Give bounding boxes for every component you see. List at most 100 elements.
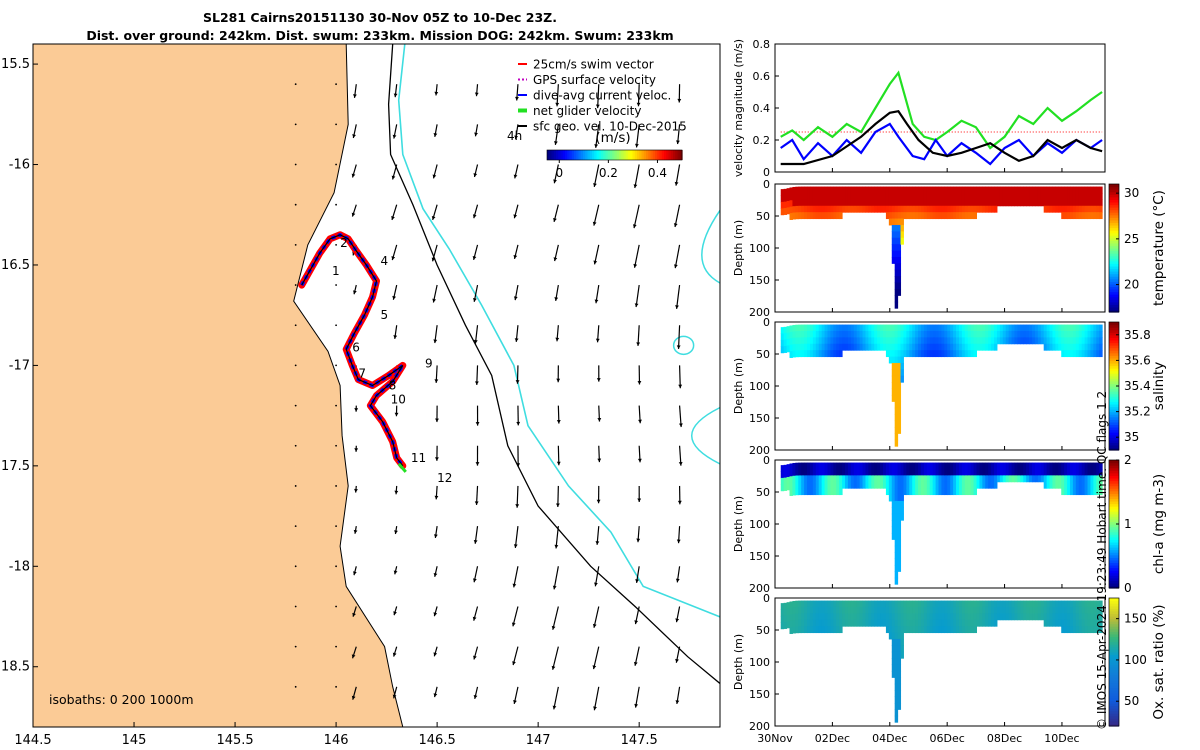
- section-cell: [891, 330, 896, 338]
- section-cell: [891, 626, 896, 634]
- section-cell: [1078, 350, 1083, 358]
- section-cell: [1061, 330, 1065, 338]
- section-cell: [821, 199, 826, 207]
- section-cell: [1043, 192, 1048, 200]
- track-label: 8: [389, 379, 397, 393]
- section-cell: [894, 532, 899, 540]
- geo-arrow-dot: [294, 83, 297, 86]
- section-cell: [935, 626, 940, 634]
- section-cell: [833, 475, 837, 483]
- section-cell: [947, 626, 951, 634]
- geo-arrow: [633, 646, 640, 666]
- section-cell: [920, 192, 925, 200]
- section-cell: [1052, 462, 1056, 470]
- geo-arrow: [596, 365, 601, 382]
- section-cell: [1037, 606, 1042, 614]
- section-cell: [1049, 481, 1053, 489]
- velocity-series: [780, 109, 1103, 166]
- section-cell: [903, 475, 907, 483]
- geo-arrow: [595, 84, 600, 109]
- section-cell: [923, 626, 928, 634]
- section-cell: [830, 186, 834, 194]
- section-cell: [912, 186, 916, 194]
- section-cell: [780, 346, 785, 354]
- section-cell: [1008, 475, 1013, 483]
- section-cell: [967, 606, 972, 614]
- section-cell: [1069, 613, 1074, 621]
- geo-arrow: [352, 606, 357, 617]
- section-cell: [1020, 613, 1024, 621]
- geo-arrow: [433, 325, 438, 344]
- section-cell: [1087, 324, 1091, 332]
- section-cell: [1014, 606, 1018, 614]
- section-cell: [991, 337, 995, 345]
- section-cell: [1043, 199, 1048, 207]
- geo-arrow: [351, 164, 357, 178]
- geo-arrow: [675, 606, 681, 623]
- section-cell: [795, 475, 799, 483]
- section-cell: [812, 475, 817, 483]
- section-cell: [880, 330, 884, 338]
- section-cell: [958, 199, 963, 207]
- section-cell: [891, 192, 896, 200]
- geo-arrow: [634, 284, 640, 308]
- section-cell: [824, 205, 828, 213]
- section-cell: [1078, 199, 1083, 207]
- section-cell: [900, 488, 904, 496]
- section-cell: [1090, 199, 1094, 207]
- legend-label: dive-avg current veloc.: [533, 89, 671, 103]
- section-cell: [920, 613, 925, 621]
- section-cell: [862, 613, 866, 621]
- land-coastline: [33, 44, 404, 727]
- section-ytick: 150: [749, 274, 770, 287]
- geo-arrow: [514, 325, 519, 342]
- section-cell: [929, 212, 934, 220]
- section-cell: [824, 606, 828, 614]
- section-cell: [1055, 330, 1059, 338]
- section-cell: [891, 632, 896, 640]
- section-cell: [979, 606, 983, 614]
- geo-arrow: [555, 485, 560, 508]
- section-cell: [894, 632, 899, 640]
- section-cell: [874, 205, 878, 213]
- section-cell: [979, 475, 983, 483]
- section-cell: [1040, 186, 1045, 194]
- geo-arrow: [513, 204, 519, 219]
- section-cell: [897, 532, 902, 540]
- isobath-contour: [691, 406, 720, 465]
- section-cell: [786, 207, 791, 215]
- section-cell: [871, 468, 875, 476]
- section-cell: [868, 462, 872, 470]
- section-cell: [842, 462, 846, 470]
- section-cell: [915, 600, 919, 608]
- section-cell: [1055, 613, 1059, 621]
- section-cell: [1081, 205, 1086, 213]
- section-cell: [961, 343, 966, 351]
- section-cell: [1014, 192, 1018, 200]
- section-cell: [894, 696, 899, 704]
- section-cell: [1055, 606, 1059, 614]
- section-cell: [967, 600, 972, 608]
- section-cell: [850, 192, 855, 200]
- geo-arrow: [393, 606, 398, 616]
- geo-arrow: [513, 244, 519, 260]
- time-tick: 04Dec: [872, 732, 907, 745]
- section-cell: [941, 481, 945, 489]
- section-cell: [909, 212, 913, 220]
- section-cell: [783, 615, 788, 623]
- geo-arrow: [678, 445, 683, 466]
- section-cell: [958, 343, 963, 351]
- section-cell: [1043, 462, 1048, 470]
- section-cell: [964, 613, 969, 621]
- section-cell: [926, 350, 931, 358]
- geo-arrow: [634, 606, 640, 625]
- section-cell: [961, 350, 966, 358]
- section-cell: [1075, 330, 1080, 338]
- section-cell: [947, 481, 951, 489]
- section-cell: [830, 350, 834, 358]
- section-cell: [842, 199, 846, 207]
- section-cell: [941, 337, 945, 345]
- section-cell: [833, 600, 837, 608]
- geo-arrow: [392, 124, 398, 139]
